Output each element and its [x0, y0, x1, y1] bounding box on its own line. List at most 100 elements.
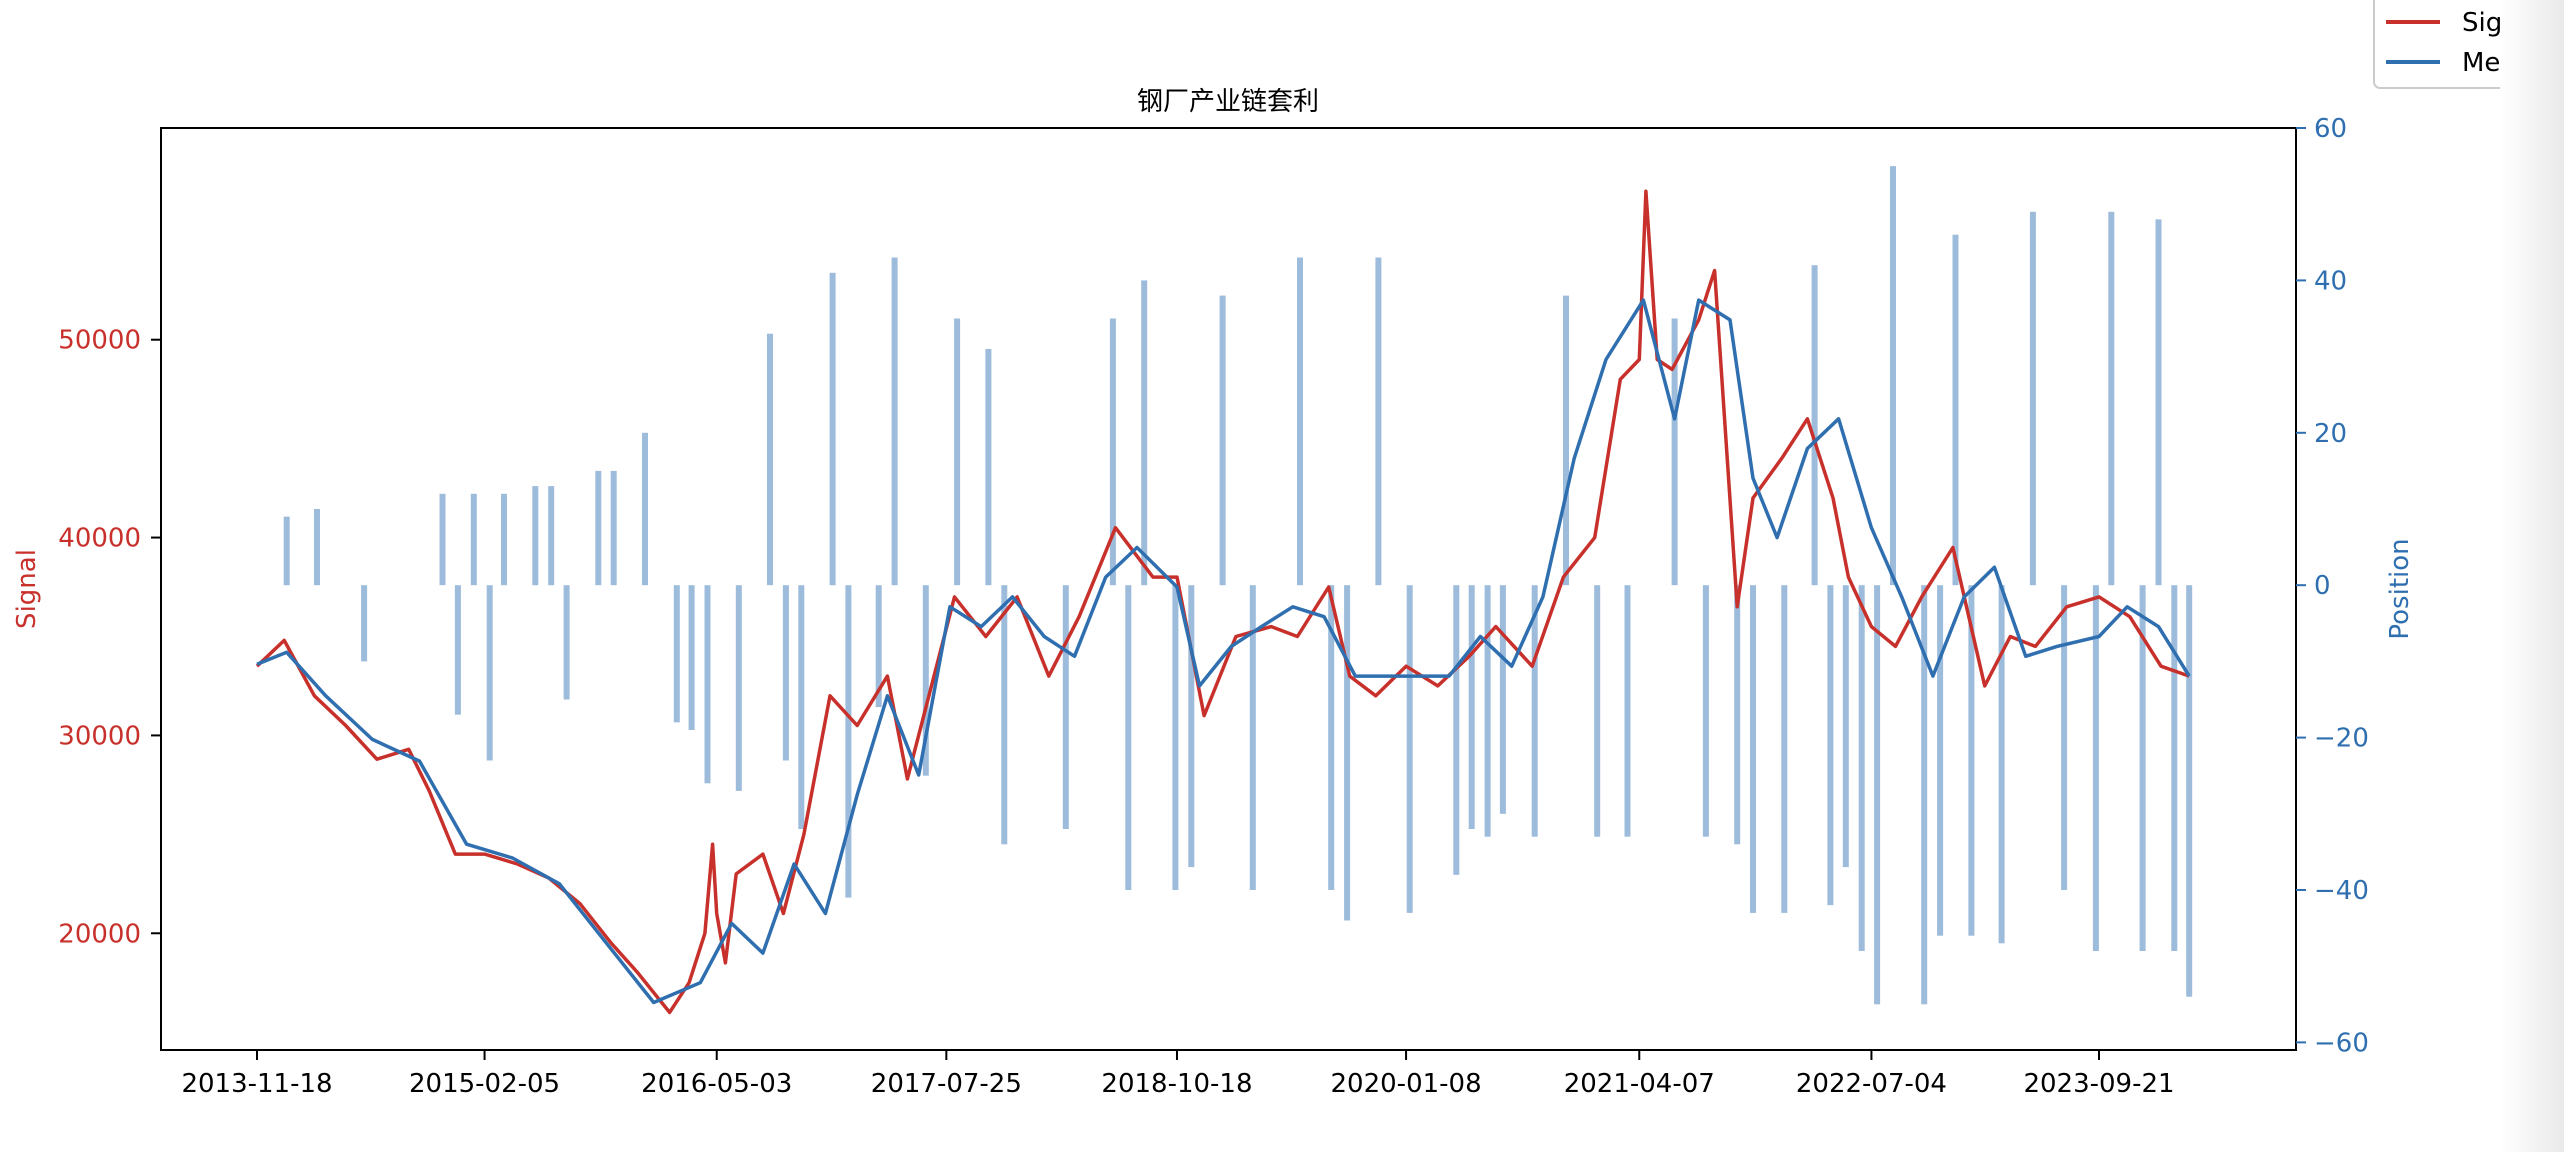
- position-bar: [439, 493, 446, 586]
- position-bar: [1750, 585, 1756, 913]
- position-bar: [1671, 318, 1678, 586]
- position-bar: [1702, 585, 1709, 837]
- y-tick-label: 40000: [58, 524, 141, 554]
- position-bar: [2171, 585, 2178, 951]
- position-bar: [1890, 166, 1896, 586]
- y-axis-right: 60 40 20 0 −20 −40 −60: [2296, 114, 2369, 1058]
- position-bar: [1328, 585, 1335, 890]
- y2-tick-label: −20: [2314, 724, 2369, 754]
- y-axis-left: 20000 30000 40000 50000: [58, 326, 161, 949]
- position-bar: [1827, 585, 1834, 906]
- position-bar: [1563, 295, 1569, 586]
- position-bar: [610, 470, 617, 586]
- position-bar: [891, 257, 898, 586]
- position-bar: [563, 585, 570, 700]
- position-bar: [735, 585, 742, 791]
- position-bar: [2155, 219, 2162, 586]
- position-bar: [2139, 585, 2146, 951]
- y2-tick-label: 0: [2314, 571, 2331, 601]
- x-tick-label: 2017-07-25: [871, 1069, 1022, 1099]
- position-bar: [845, 585, 852, 898]
- position-bar: [1375, 257, 1382, 586]
- position-bar: [1453, 585, 1460, 875]
- position-bar: [673, 585, 680, 723]
- position-bar: [704, 585, 711, 784]
- signal-line: [255, 189, 2190, 1015]
- position-bars: [283, 166, 2193, 1005]
- position-bar: [782, 585, 789, 761]
- y-tick-label: 20000: [58, 919, 141, 949]
- position-bar: [1781, 585, 1788, 913]
- position-bar: [548, 486, 555, 586]
- position-bar: [922, 585, 929, 776]
- y2-tick-label: −60: [2314, 1028, 2369, 1058]
- position-bar: [283, 516, 290, 586]
- position-bar: [1594, 585, 1601, 837]
- y-tick-label: 30000: [58, 721, 141, 751]
- position-bar: [1624, 585, 1631, 837]
- position-bar: [1952, 234, 1959, 586]
- position-bar: [1172, 585, 1179, 890]
- x-axis: 2013-11-18 2015-02-05 2016-05-03 2017-07-25…: [181, 1050, 2175, 1099]
- position-bar: [1297, 257, 1303, 586]
- position-bar: [1968, 585, 1975, 936]
- position-bar: [470, 493, 477, 586]
- position-bar: [1344, 585, 1351, 921]
- y-tick-label: 50000: [58, 326, 141, 356]
- position-bar: [532, 486, 539, 586]
- position-bar: [1125, 585, 1132, 890]
- position-bar: [2029, 211, 2036, 586]
- position-bar: [2108, 211, 2115, 586]
- position-bar: [1109, 318, 1116, 586]
- position-bar: [454, 585, 461, 715]
- x-tick-label: 2023-09-21: [2023, 1069, 2174, 1099]
- y2-tick-label: 60: [2314, 114, 2347, 144]
- position-bar: [1406, 585, 1413, 913]
- position-bar: [486, 585, 493, 761]
- position-bar: [954, 318, 961, 586]
- position-bar: [985, 349, 992, 586]
- y2-tick-label: 20: [2314, 419, 2347, 449]
- position-bar: [2186, 585, 2193, 997]
- position-bar: [2061, 585, 2068, 890]
- x-tick-label: 2021-04-07: [1564, 1069, 1715, 1099]
- position-bar: [2092, 585, 2099, 951]
- position-bar: [1499, 585, 1506, 814]
- x-tick-label: 2015-02-05: [409, 1069, 560, 1099]
- position-bar: [595, 470, 602, 586]
- y2-axis-label: Position: [2385, 538, 2415, 639]
- position-bar: [361, 585, 368, 662]
- position-bar: [1141, 280, 1148, 586]
- y2-tick-label: 40: [2314, 266, 2347, 296]
- position-bar: [1998, 585, 2005, 944]
- position-bar: [1062, 585, 1069, 829]
- x-tick-label: 2016-05-03: [641, 1069, 792, 1099]
- position-bar: [875, 585, 882, 708]
- window-edge-shadow: [2500, 0, 2564, 1152]
- position-bar: [767, 333, 773, 586]
- position-bar: [1937, 585, 1944, 936]
- position-bar: [1531, 585, 1538, 837]
- series-lines: [255, 189, 2191, 1015]
- position-bar: [1811, 265, 1818, 586]
- position-bar: [501, 493, 507, 586]
- position-bar: [1921, 585, 1928, 1005]
- position-bar: [1842, 585, 1849, 868]
- chart-title: 钢厂产业链套利: [1137, 87, 1319, 117]
- position-bar: [1219, 295, 1226, 586]
- position-bar: [1249, 585, 1256, 890]
- position-bar: [642, 432, 648, 586]
- position-bar: [1484, 585, 1491, 837]
- x-tick-label: 2022-07-04: [1796, 1069, 1947, 1099]
- x-tick-label: 2018-10-18: [1101, 1069, 1252, 1099]
- position-bar: [1858, 585, 1865, 951]
- x-tick-label: 2020-01-08: [1331, 1069, 1482, 1099]
- mean-line: [256, 298, 2191, 1005]
- position-bar: [314, 509, 320, 586]
- y-axis-label: Signal: [12, 549, 42, 629]
- position-bar: [798, 585, 805, 829]
- plot-frame: [160, 127, 2297, 1051]
- position-bar: [688, 585, 695, 730]
- y2-tick-label: −40: [2314, 876, 2369, 906]
